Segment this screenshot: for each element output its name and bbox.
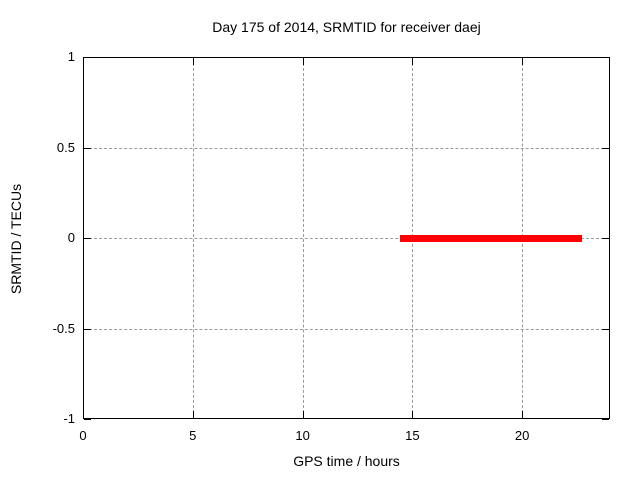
gridline-horizontal bbox=[84, 147, 609, 149]
y-tick-right bbox=[602, 419, 609, 420]
x-tick-top bbox=[412, 58, 414, 65]
x-tick-label: 15 bbox=[405, 428, 420, 443]
y-tick-left bbox=[84, 57, 91, 58]
y-tick-label: 1 bbox=[67, 49, 75, 64]
y-tick-left bbox=[84, 147, 91, 149]
x-tick-bottom bbox=[522, 411, 524, 418]
y-tick-right bbox=[602, 57, 609, 58]
x-tick-bottom bbox=[412, 411, 414, 418]
y-tick-right bbox=[602, 147, 609, 149]
x-tick-top bbox=[83, 58, 84, 65]
x-tick-label: 20 bbox=[514, 428, 530, 443]
y-tick-left bbox=[84, 419, 91, 420]
data-series-srmtid bbox=[400, 234, 583, 242]
x-tick-top bbox=[302, 58, 304, 65]
y-tick-right bbox=[602, 238, 609, 239]
x-tick-top bbox=[192, 58, 194, 65]
y-tick-left bbox=[84, 328, 91, 330]
x-tick-top bbox=[522, 58, 524, 65]
x-tick-bottom bbox=[192, 411, 194, 418]
y-tick-right bbox=[602, 328, 609, 330]
gridline-horizontal bbox=[84, 238, 609, 239]
y-tick-label: -0.5 bbox=[52, 320, 75, 336]
x-axis-label: GPS time / hours bbox=[293, 453, 400, 469]
x-tick-label: 5 bbox=[189, 428, 197, 443]
y-tick-label: 0 bbox=[67, 230, 75, 245]
x-tick-label: 10 bbox=[295, 428, 310, 443]
chart-title: Day 175 of 2014, SRMTID for receiver dae… bbox=[212, 19, 481, 35]
y-tick-label: -1 bbox=[63, 411, 75, 426]
x-tick-bottom bbox=[302, 411, 304, 418]
x-tick-bottom bbox=[83, 411, 84, 418]
x-tick-label: 0 bbox=[79, 428, 87, 443]
y-tick-left bbox=[84, 238, 91, 239]
y-tick-label: 0.5 bbox=[56, 139, 75, 155]
gridline-horizontal bbox=[84, 328, 609, 330]
